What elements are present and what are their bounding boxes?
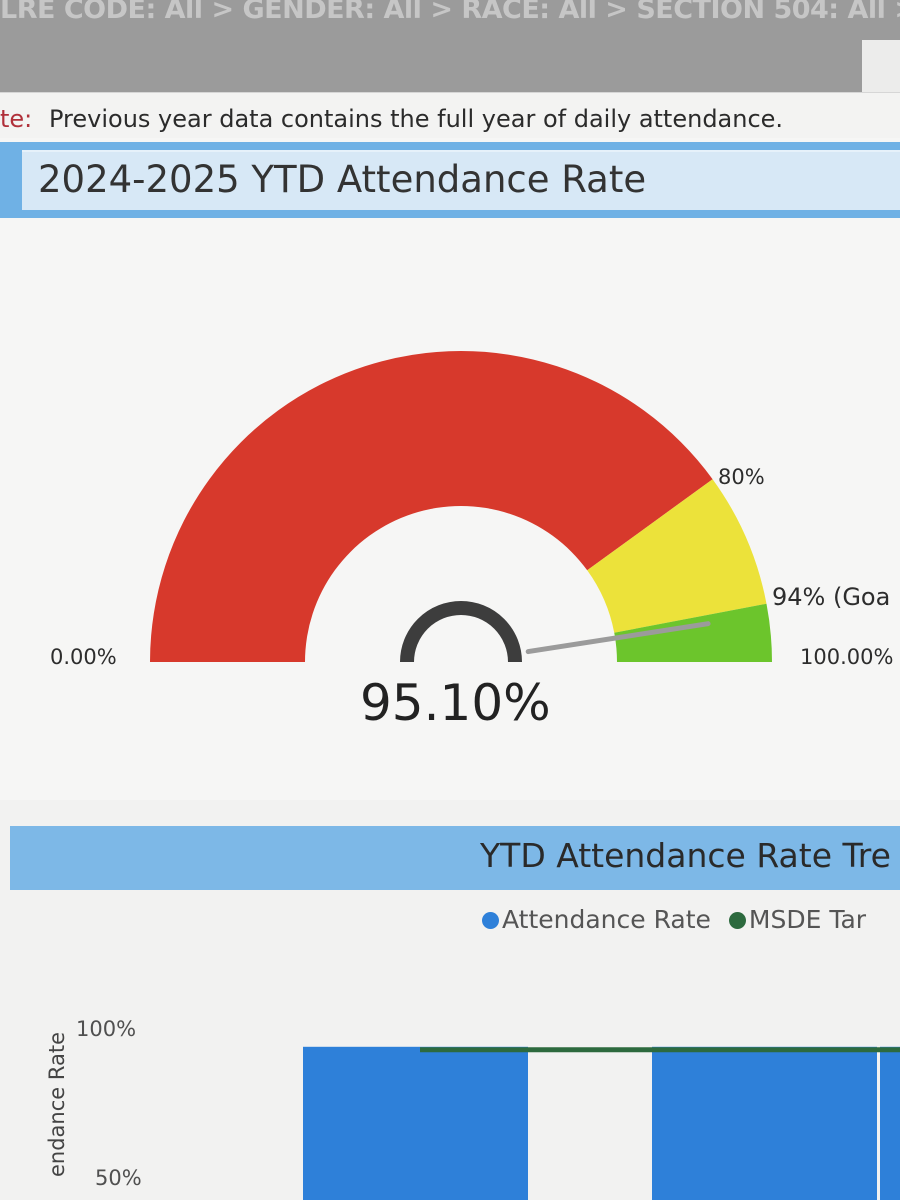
- trend-chart-title: YTD Attendance Rate Tre: [480, 836, 891, 875]
- y-tick-label: 50%: [95, 1166, 142, 1190]
- breadcrumb-edge: [862, 40, 900, 92]
- legend-item-target[interactable]: MSDE Tar: [728, 905, 867, 934]
- bar-attendance-1[interactable]: [652, 1046, 877, 1200]
- bar-attendance-2[interactable]: [880, 1046, 900, 1200]
- gauge-title: 2024-2025 YTD Attendance Rate: [38, 158, 647, 201]
- filter-breadcrumb[interactable]: LRE CODE: All > GENDER: All > RACE: All …: [0, 0, 900, 25]
- gauge-title-box: 2024-2025 YTD Attendance Rate: [22, 150, 900, 210]
- trend-header-bar: [10, 826, 900, 890]
- gauge-value: 95.10%: [360, 674, 551, 732]
- attendance-gauge[interactable]: [0, 0, 900, 800]
- gauge-min-label: 0.00%: [50, 645, 117, 669]
- gauge-bands: [150, 350, 772, 662]
- note-label: te:: [0, 105, 33, 133]
- gauge-band-0: [150, 350, 713, 662]
- legend-label-target: MSDE Tar: [748, 905, 867, 934]
- y-tick-label: 100%: [76, 1017, 137, 1041]
- gauge-band-2: [614, 603, 772, 662]
- note-row: te: Previous year data contains the full…: [0, 92, 900, 138]
- trend-bars: [303, 1046, 900, 1200]
- legend-dot-target: [728, 912, 746, 929]
- note-text: Previous year data contains the full yea…: [49, 105, 784, 133]
- legend-item-attendance[interactable]: Attendance Rate: [482, 905, 711, 934]
- legend-label-attendance: Attendance Rate: [502, 905, 711, 934]
- gauge-goal-label: 94% (Goa: [772, 583, 891, 611]
- bar-attendance-0[interactable]: [303, 1046, 528, 1200]
- chart-legend: Attendance Rate MSDE Tar: [482, 905, 900, 939]
- filter-breadcrumb-bar: LRE CODE: All > GENDER: All > RACE: All …: [0, 0, 900, 92]
- y-axis-label: endance Rate: [45, 1032, 69, 1178]
- gauge-band-label-80: 80%: [718, 465, 765, 489]
- legend-dot-attendance: [482, 912, 499, 929]
- gauge-needle: [525, 621, 711, 655]
- gauge-band-1: [587, 479, 767, 633]
- gauge-max-label: 100.00%: [800, 645, 894, 669]
- gauge-pivot-arc: [400, 601, 522, 663]
